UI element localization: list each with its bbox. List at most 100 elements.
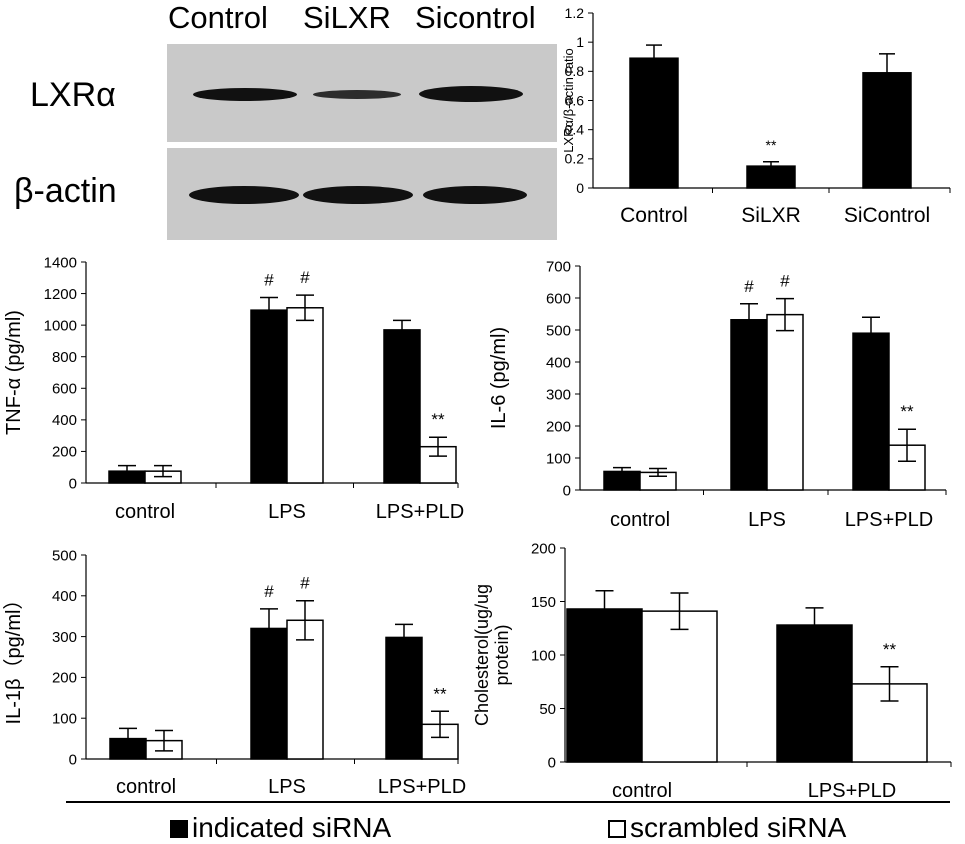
lxr_ratio-category-label-0: Control — [620, 204, 688, 227]
il6-annotation-2: ** — [900, 402, 914, 421]
legend-item-indicated: indicated siRNA — [170, 812, 391, 844]
il6-y-tick-label-0: 0 — [563, 482, 571, 499]
cholesterol-y-tick-label-4: 200 — [531, 540, 556, 557]
il6-category-label-0: control — [610, 509, 670, 531]
il6-annotation-1: # — [780, 272, 790, 291]
lxr_ratio-y-tick-label-2: 0.4 — [565, 122, 585, 138]
tnf-y-tick-label-6: 1200 — [44, 286, 77, 303]
legend-swatch-scrambled — [608, 820, 626, 838]
tnf-y-tick-label-1: 200 — [52, 444, 77, 461]
il1b-y-tick-label-0: 0 — [69, 751, 77, 768]
tnf-category-label-1: LPS — [268, 501, 306, 523]
cholesterol-y-tick-label-1: 50 — [539, 701, 556, 718]
il1b-y-tick-label-3: 300 — [52, 629, 77, 646]
il6-y-tick-label-1: 100 — [546, 450, 571, 467]
blot-band-lxr-silxr — [313, 90, 401, 99]
cholesterol-y-tick-label-0: 0 — [548, 754, 556, 771]
legend-label-indicated: indicated siRNA — [192, 812, 392, 843]
il6-y-tick-label-3: 300 — [546, 386, 571, 403]
il1b-bar-s0-c2 — [385, 636, 423, 760]
lxr_ratio-y-tick-label-0: 0 — [576, 180, 584, 196]
cholesterol-bar-s1-c0 — [641, 610, 718, 763]
il6-category-label-1: LPS — [748, 509, 786, 531]
cholesterol-annotation-0: ** — [883, 640, 897, 659]
western-blot-panel: Control SiLXR Sicontrol LXRα β-actin — [0, 0, 560, 245]
lxr_ratio-y-tick-label-6: 1.2 — [565, 5, 585, 21]
lxr_ratio-y-tick-label-4: 0.8 — [565, 63, 585, 79]
tnf-y-axis-label: TNF-α (pg/ml) — [3, 310, 25, 435]
lxr_ratio-y-axis-label: LXRα/β-actin ratio — [561, 48, 576, 153]
il1b-y-tick-label-5: 500 — [52, 547, 77, 564]
il1b-category-label-1: LPS — [268, 776, 306, 798]
legend-swatch-indicated — [170, 820, 188, 838]
tnf-category-label-0: control — [115, 501, 175, 523]
legend-item-scrambled: scrambled siRNA — [608, 812, 846, 844]
tnf-y-tick-label-0: 0 — [69, 475, 77, 492]
blot-image-lxr — [167, 44, 557, 142]
tnf-bar-s0-c2 — [383, 329, 421, 484]
il1b-category-label-2: LPS+PLD — [378, 776, 466, 798]
blot-band-lxr-control — [193, 88, 297, 101]
il1b-annotation-0: # — [264, 582, 274, 601]
lxr_ratio-y-tick-label-3: 0.6 — [565, 92, 585, 108]
il1b-category-label-0: control — [116, 776, 176, 798]
blot-row-label-actin: β-actin — [14, 172, 117, 210]
il1b-y-tick-label-2: 200 — [52, 670, 77, 687]
tnf-y-tick-label-4: 800 — [52, 349, 77, 366]
cholesterol-y-tick-label-3: 150 — [531, 594, 556, 611]
lxr_ratio-annotation-0: ** — [766, 137, 777, 153]
cholesterol-y-axis-label-line-0: Cholesterol(ug/ug — [472, 584, 492, 726]
blot-band-actin-control — [189, 186, 299, 204]
il1b-y-tick-label-4: 400 — [52, 588, 77, 605]
tnf-bar-s1-c2 — [419, 445, 457, 484]
cholesterol-category-label-1: LPS+PLD — [808, 780, 896, 802]
blot-band-actin-silxr — [303, 186, 413, 204]
lxr_ratio-category-label-2: SiControl — [844, 204, 930, 227]
il1b-bar-s1-c1 — [286, 619, 324, 760]
il6-y-tick-label-2: 200 — [546, 418, 571, 435]
tnf-annotation-1: # — [300, 268, 310, 287]
cholesterol-y-axis-label: Cholesterol(ug/ugprotein) — [472, 584, 512, 726]
tnf-bar-s1-c1 — [286, 307, 324, 484]
il6-bar-s0-c1 — [730, 319, 768, 491]
tnf-annotation-2: ** — [431, 410, 445, 429]
tnf-bar-s0-c1 — [250, 309, 288, 484]
lxr_ratio-category-label-1: SiLXR — [741, 204, 801, 227]
il6-annotation-0: # — [744, 277, 754, 296]
tnf-category-label-2: LPS+PLD — [376, 501, 464, 523]
lxr_ratio-y-tick-label-1: 0.2 — [565, 151, 585, 167]
lxr_ratio-bar-s0-c0 — [629, 57, 679, 189]
il1b-y-tick-label-1: 100 — [52, 710, 77, 727]
blot-lane-label-control: Control — [168, 0, 268, 35]
il1b-annotation-2: ** — [433, 684, 447, 703]
blot-lane-label-sicontrol: Sicontrol — [415, 0, 536, 35]
il6-y-tick-label-7: 700 — [546, 258, 571, 275]
tnf-annotation-0: # — [264, 271, 274, 290]
cholesterol-bar-s0-c0 — [566, 608, 643, 763]
blot-band-actin-sicontrol — [423, 186, 527, 204]
blot-row-label-lxr: LXRα — [30, 76, 116, 114]
il6-y-tick-label-4: 400 — [546, 354, 571, 371]
cholesterol-category-label-0: control — [612, 780, 672, 802]
il1b-annotation-1: # — [300, 574, 310, 593]
il6-y-tick-label-6: 600 — [546, 290, 571, 307]
legend-label-scrambled: scrambled siRNA — [630, 812, 847, 843]
il6-bar-s0-c2 — [852, 332, 890, 491]
tnf-y-tick-label-3: 600 — [52, 381, 77, 398]
il6-y-tick-label-5: 500 — [546, 322, 571, 339]
blot-lane-label-silxr: SiLXR — [303, 0, 391, 35]
cholesterol-y-axis-label-line-1: protein) — [492, 624, 512, 685]
tnf-y-tick-label-7: 1400 — [44, 254, 77, 271]
blot-image-actin — [167, 148, 557, 240]
il6-bar-s1-c1 — [766, 313, 804, 491]
tnf-y-tick-label-5: 1000 — [44, 317, 77, 334]
il6-category-label-2: LPS+PLD — [845, 509, 933, 531]
il6-y-axis-label: IL-6 (pg/ml) — [488, 327, 510, 429]
il1b-y-axis-label: IL-1β（pg/ml） — [2, 590, 25, 725]
blot-band-lxr-sicontrol — [419, 86, 523, 102]
legend-rule — [66, 801, 950, 803]
lxr_ratio-y-tick-label-5: 1 — [576, 34, 584, 50]
cholesterol-bar-s0-c1 — [776, 624, 853, 763]
tnf-y-tick-label-2: 400 — [52, 412, 77, 429]
